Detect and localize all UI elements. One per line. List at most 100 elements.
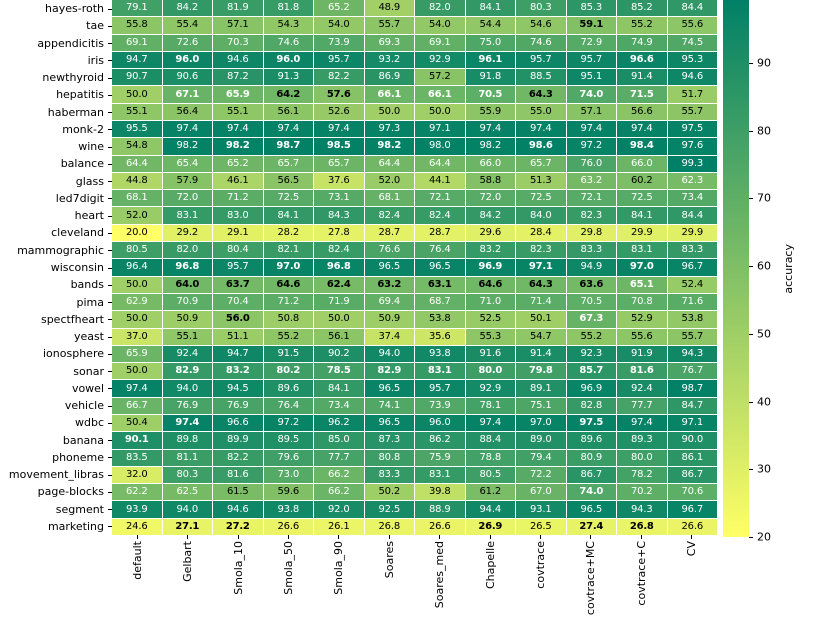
heatmap-cell: 86.9 — [364, 69, 414, 86]
heatmap-cell: 48.9 — [364, 0, 414, 17]
heatmap-cell: 73.9 — [314, 34, 364, 51]
heatmap-cell: 92.3 — [566, 345, 616, 363]
heatmap-cell: 51.1 — [213, 328, 263, 345]
heatmap-cell: 57.9 — [162, 172, 212, 190]
heatmap-cell: 61.5 — [213, 484, 263, 501]
heatmap-cell: 81.6 — [617, 363, 667, 380]
heatmap-cell: 37.4 — [364, 328, 414, 345]
heatmap-cell: 55.2 — [263, 328, 313, 345]
heatmap-cell: 96.0 — [263, 51, 313, 69]
heatmap-cell: 95.7 — [566, 51, 616, 69]
heatmap-cell: 76.6 — [364, 242, 414, 259]
heatmap-cell: 46.1 — [213, 172, 263, 190]
heatmap-cell: 80.2 — [263, 363, 313, 380]
heatmap-cell: 83.3 — [364, 466, 414, 484]
heatmap-cell: 96.9 — [566, 380, 616, 397]
heatmap-grid: 79.1 84.2 81.9 81.8 65.2 48.9 82.0 84.1 80.3 85.3… — [112, 0, 717, 535]
y-tick-mark — [108, 474, 112, 476]
heatmap-cell: 50.0 — [112, 363, 162, 380]
x-tick-mark — [691, 535, 693, 539]
heatmap-cell: 97.3 — [364, 121, 414, 138]
heatmap-cell: 83.5 — [112, 449, 162, 466]
heatmap-cell: 32.0 — [112, 466, 162, 484]
heatmap-cell: 71.4 — [516, 293, 566, 311]
heatmap-cell: 71.6 — [667, 293, 717, 311]
heatmap-cell: 79.6 — [263, 449, 313, 466]
heatmap-cell: 44.1 — [415, 172, 465, 190]
heatmap-cell: 98.5 — [314, 138, 364, 155]
heatmap-cell: 26.8 — [617, 518, 667, 535]
heatmap-cell: 39.8 — [415, 484, 465, 501]
heatmap-cell: 97.0 — [617, 259, 667, 276]
heatmap-cell: 53.8 — [667, 311, 717, 328]
row-label: hayes-roth — [45, 2, 104, 16]
y-tick-mark — [108, 405, 112, 407]
heatmap-cell: 70.8 — [617, 293, 667, 311]
row-label: pima — [76, 295, 105, 309]
heatmap-cell: 85.7 — [566, 363, 616, 380]
y-tick-mark — [108, 319, 112, 321]
heatmap-cell: 97.0 — [263, 259, 313, 276]
heatmap-cell: 96.4 — [112, 259, 162, 276]
heatmap-cell: 82.2 — [213, 449, 263, 466]
heatmap-cell: 97.5 — [667, 121, 717, 138]
heatmap-cell: 82.8 — [566, 397, 616, 414]
y-tick-mark — [108, 371, 112, 373]
heatmap-cell: 74.6 — [516, 34, 566, 51]
heatmap-cell: 90.2 — [314, 345, 364, 363]
heatmap-cell: 97.4 — [465, 414, 515, 432]
heatmap-cell: 92.5 — [364, 501, 414, 518]
heatmap-cell: 66.2 — [314, 466, 364, 484]
heatmap-cell: 86.2 — [415, 432, 465, 449]
row-label: appendicitis — [37, 36, 104, 50]
heatmap-cell: 94.0 — [162, 380, 212, 397]
colorbar-axis-label-text: accuracy — [781, 243, 795, 294]
heatmap-cell: 78.5 — [314, 363, 364, 380]
heatmap-cell: 66.2 — [314, 484, 364, 501]
heatmap-cell: 67.0 — [516, 484, 566, 501]
col-label: covtrace — [515, 541, 565, 589]
heatmap-cell: 82.2 — [314, 69, 364, 86]
heatmap-cell: 96.8 — [162, 259, 212, 276]
heatmap-cell: 56.5 — [263, 172, 313, 190]
colorbar-tick-mark — [749, 62, 753, 64]
heatmap-cell: 96.7 — [667, 501, 717, 518]
row-label: page-blocks — [37, 485, 104, 499]
x-tick-mark — [237, 535, 239, 539]
heatmap-cell: 97.4 — [566, 121, 616, 138]
heatmap-cell: 28.7 — [364, 224, 414, 242]
row-label: marketing — [47, 519, 104, 533]
colorbar-tick-mark — [749, 266, 753, 268]
heatmap-cell: 55.8 — [112, 17, 162, 34]
heatmap-cell: 79.4 — [516, 449, 566, 466]
col-label: Smola_50 — [263, 541, 313, 595]
heatmap-cell: 97.4 — [213, 121, 263, 138]
heatmap-cell: 55.7 — [364, 17, 414, 34]
heatmap-cell: 94.3 — [667, 345, 717, 363]
heatmap-cell: 83.1 — [415, 466, 465, 484]
heatmap-cell: 53.8 — [415, 311, 465, 328]
heatmap-cell: 65.2 — [213, 155, 263, 172]
heatmap-cell: 91.6 — [465, 345, 515, 363]
y-tick-mark — [108, 336, 112, 338]
heatmap-cell: 96.5 — [566, 501, 616, 518]
heatmap-cell: 98.7 — [263, 138, 313, 155]
col-label: Soares — [364, 541, 414, 578]
heatmap-cell: 97.0 — [516, 414, 566, 432]
col-labels: default Gelbart Smola_10 Smola_50 Smola_90 So… — [112, 541, 717, 623]
heatmap-cell: 89.1 — [516, 380, 566, 397]
heatmap-cell: 57.1 — [213, 17, 263, 34]
heatmap-cell: 76.9 — [213, 397, 263, 414]
y-tick-mark — [108, 267, 112, 269]
x-tick-mark — [590, 535, 592, 539]
row-label: movement_libras — [8, 468, 104, 482]
heatmap-cell: 67.1 — [162, 86, 212, 103]
col-label-text: default — [130, 541, 144, 580]
x-tick-mark — [388, 535, 390, 539]
heatmap-cell: 81.9 — [213, 0, 263, 17]
row-label: balance — [60, 157, 104, 171]
y-tick-mark — [108, 422, 112, 424]
heatmap-cell: 52.0 — [364, 172, 414, 190]
x-tick-mark — [187, 535, 189, 539]
y-tick-mark — [108, 60, 112, 62]
